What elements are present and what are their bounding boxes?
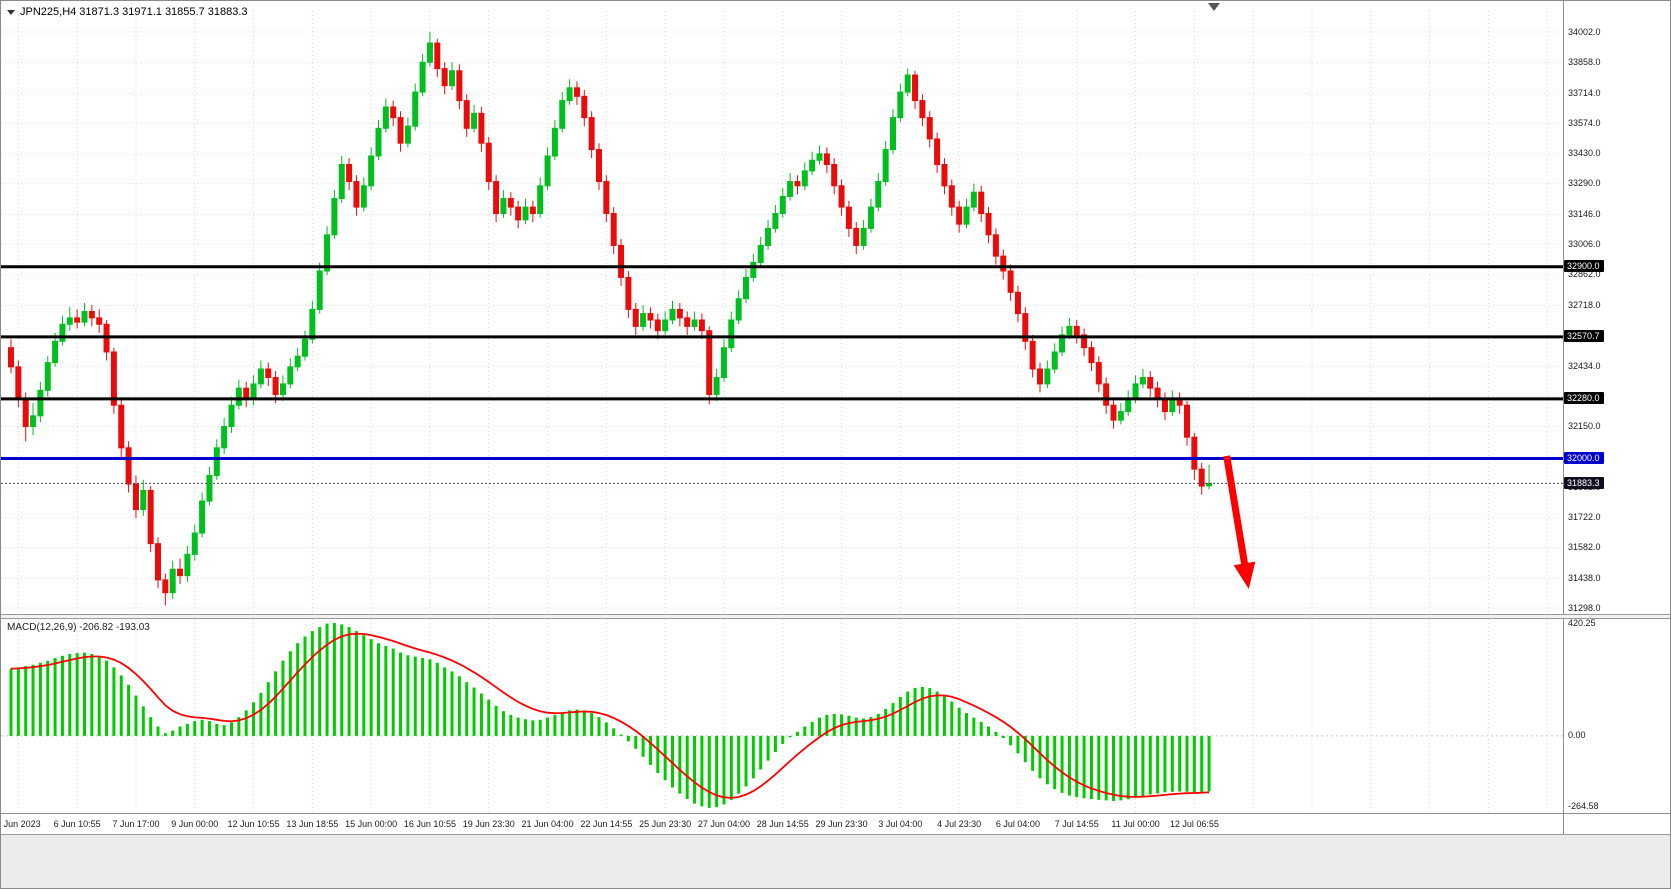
chart-title: JPN225,H4 31871.3 31971.1 31855.7 31883.… xyxy=(7,6,248,18)
time-axis-label: 9 Jun 00:00 xyxy=(171,819,219,829)
time-axis-label: 6 Jul 04:00 xyxy=(995,819,1040,829)
symbol-dropdown-icon[interactable] xyxy=(7,9,15,15)
time-axis-label: 19 Jun 23:30 xyxy=(462,819,515,829)
time-axis-label: 27 Jun 04:00 xyxy=(697,819,750,829)
time-axis-label: 4 Jul 23:30 xyxy=(937,819,982,829)
chart-shift-marker[interactable] xyxy=(1208,3,1220,11)
macd-signal-line xyxy=(10,632,1210,799)
price-axis-separator xyxy=(1563,1,1564,834)
time-axis-label: 5 Jun 2023 xyxy=(0,819,41,829)
time-axis-label: 12 Jul 06:55 xyxy=(1169,819,1219,829)
gridlines xyxy=(1,11,1563,812)
time-axis-label: 6 Jun 10:55 xyxy=(53,819,101,829)
time-axis-label: 11 Jul 00:00 xyxy=(1111,819,1160,829)
time-axis-label: 29 Jun 23:30 xyxy=(815,819,868,829)
time-axis-label: 28 Jun 14:55 xyxy=(756,819,809,829)
trend-arrow[interactable] xyxy=(1223,455,1256,590)
time-axis-label: 7 Jun 17:00 xyxy=(112,819,160,829)
time-axis-label: 13 Jun 18:55 xyxy=(286,819,339,829)
macd-indicator-label: MACD(12,26,9) -206.82 -193.03 xyxy=(7,622,150,633)
time-axis[interactable]: 5 Jun 2023 6 Jun 10:55 7 Jun 17:00 9 Jun 00… xyxy=(1,813,1670,835)
time-axis-label: 25 Jun 23:30 xyxy=(639,819,692,829)
chart-title-text: JPN225,H4 31871.3 31971.1 31855.7 31883.… xyxy=(20,6,248,18)
time-axis-label: 22 Jun 14:55 xyxy=(580,819,633,829)
time-axis-label: 12 Jun 10:55 xyxy=(227,819,280,829)
candles-layer[interactable] xyxy=(8,32,1213,606)
bottom-scrollbar-area[interactable] xyxy=(1,834,1670,888)
time-axis-label: 16 Jun 10:55 xyxy=(403,819,456,829)
macd-histogram xyxy=(9,623,1211,808)
horizontal-lines[interactable] xyxy=(1,265,1563,484)
time-axis-label: 21 Jun 04:00 xyxy=(521,819,574,829)
time-axis-label: 3 Jul 04:00 xyxy=(878,819,923,829)
time-axis-label: 15 Jun 00:00 xyxy=(345,819,398,829)
pane-splitter[interactable] xyxy=(1,614,1670,619)
time-axis-label: 7 Jul 14:55 xyxy=(1054,819,1099,829)
